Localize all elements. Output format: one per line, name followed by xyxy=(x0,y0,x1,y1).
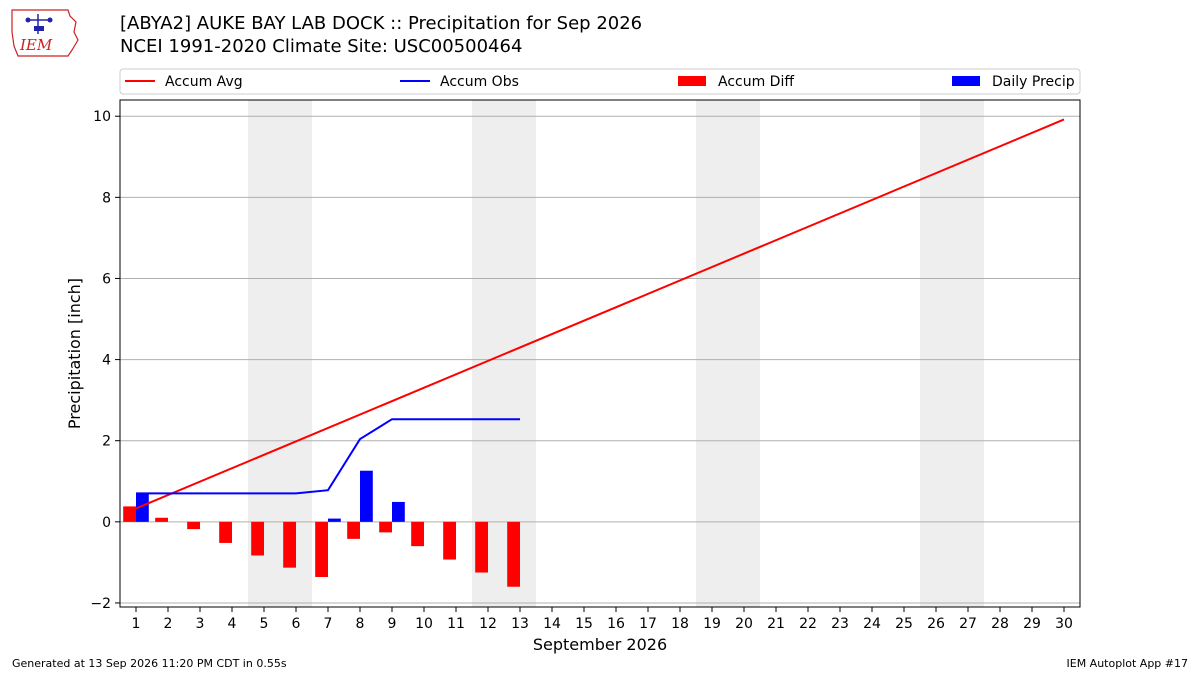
x-tick-label: 15 xyxy=(575,616,593,632)
y-tick-label: 6 xyxy=(102,271,111,287)
y-tick-label: 10 xyxy=(93,109,111,125)
x-tick-label: 28 xyxy=(991,616,1009,632)
y-tick-label: 8 xyxy=(102,190,111,206)
daily-precip-bar xyxy=(136,493,149,522)
x-tick-label: 17 xyxy=(639,616,657,632)
iem-logo: IEM xyxy=(11,9,79,57)
accum-diff-bar xyxy=(187,521,200,530)
accum-diff-bar xyxy=(443,521,456,560)
accum-diff-bar xyxy=(283,521,296,568)
legend-accum-diff-swatch xyxy=(678,76,706,86)
generated-timestamp: Generated at 13 Sep 2026 11:20 PM CDT in… xyxy=(12,657,287,670)
y-tick-label: 4 xyxy=(102,353,111,369)
x-tick-label: 14 xyxy=(543,616,561,632)
x-tick-label: 10 xyxy=(415,616,433,632)
title-line-1: [ABYA2] AUKE BAY LAB DOCK :: Precipitati… xyxy=(120,13,643,34)
daily-precip-bar xyxy=(392,501,405,522)
x-tick-label: 1 xyxy=(132,616,141,632)
y-tick-label: −2 xyxy=(90,596,111,612)
x-tick-label: 6 xyxy=(292,616,301,632)
y-tick-label: 0 xyxy=(102,515,111,531)
accum-diff-bar xyxy=(475,521,488,573)
accum-diff-bar xyxy=(219,521,232,543)
title-line-2: NCEI 1991-2020 Climate Site: USC00500464 xyxy=(120,36,523,57)
legend-daily-precip-swatch xyxy=(952,76,980,86)
x-tick-label: 3 xyxy=(196,616,205,632)
x-tick-label: 11 xyxy=(447,616,465,632)
accum-diff-bar xyxy=(155,517,168,522)
x-tick-label: 12 xyxy=(479,616,497,632)
y-tick-label: 2 xyxy=(102,434,111,450)
x-tick-label: 24 xyxy=(863,616,881,632)
x-tick-label: 7 xyxy=(324,616,333,632)
weekend-band xyxy=(696,100,760,607)
x-tick-label: 26 xyxy=(927,616,945,632)
x-tick-label: 13 xyxy=(511,616,529,632)
autoplot-app-label: IEM Autoplot App #17 xyxy=(1066,657,1189,670)
legend-box xyxy=(119,68,1081,95)
daily-precip-bar xyxy=(360,470,373,522)
x-tick-label: 9 xyxy=(388,616,397,632)
weekend-band xyxy=(920,100,984,607)
legend-accum-obs-label: Accum Obs xyxy=(440,74,519,90)
x-tick-label: 25 xyxy=(895,616,913,632)
x-tick-label: 27 xyxy=(959,616,977,632)
accum-diff-bar xyxy=(411,521,424,547)
accum-diff-bar xyxy=(251,521,264,556)
accum-diff-bar xyxy=(347,521,360,539)
y-axis-label: Precipitation [inch] xyxy=(65,278,84,429)
x-tick-label: 5 xyxy=(260,616,269,632)
legend-accum-avg-label: Accum Avg xyxy=(165,74,243,90)
x-tick-label: 16 xyxy=(607,616,625,632)
accum-diff-bar xyxy=(315,521,328,577)
x-tick-label: 19 xyxy=(703,616,721,632)
logo-text: IEM xyxy=(19,36,53,54)
accum-diff-bar xyxy=(379,521,392,533)
x-axis-label: September 2026 xyxy=(533,635,667,654)
legend-daily-precip-label: Daily Precip xyxy=(992,74,1075,90)
accum-diff-bar xyxy=(507,521,520,587)
x-tick-label: 8 xyxy=(356,616,365,632)
chart-title: [ABYA2] AUKE BAY LAB DOCK :: Precipitati… xyxy=(120,12,642,58)
x-tick-label: 30 xyxy=(1055,616,1073,632)
x-tick-label: 21 xyxy=(767,616,785,632)
accum-obs-line xyxy=(136,418,520,495)
x-tick-label: 2 xyxy=(164,616,173,632)
plot-frame xyxy=(119,99,1081,608)
legend-accum-diff-label: Accum Diff xyxy=(718,74,794,90)
accum-diff-bar xyxy=(123,506,136,522)
x-tick-label: 22 xyxy=(799,616,817,632)
x-tick-label: 29 xyxy=(1023,616,1041,632)
x-tick-label: 23 xyxy=(831,616,849,632)
x-tick-label: 20 xyxy=(735,616,753,632)
accum-avg-line xyxy=(135,118,1065,510)
x-tick-label: 4 xyxy=(228,616,237,632)
x-tick-label: 18 xyxy=(671,616,689,632)
daily-precip-bar xyxy=(328,518,341,522)
